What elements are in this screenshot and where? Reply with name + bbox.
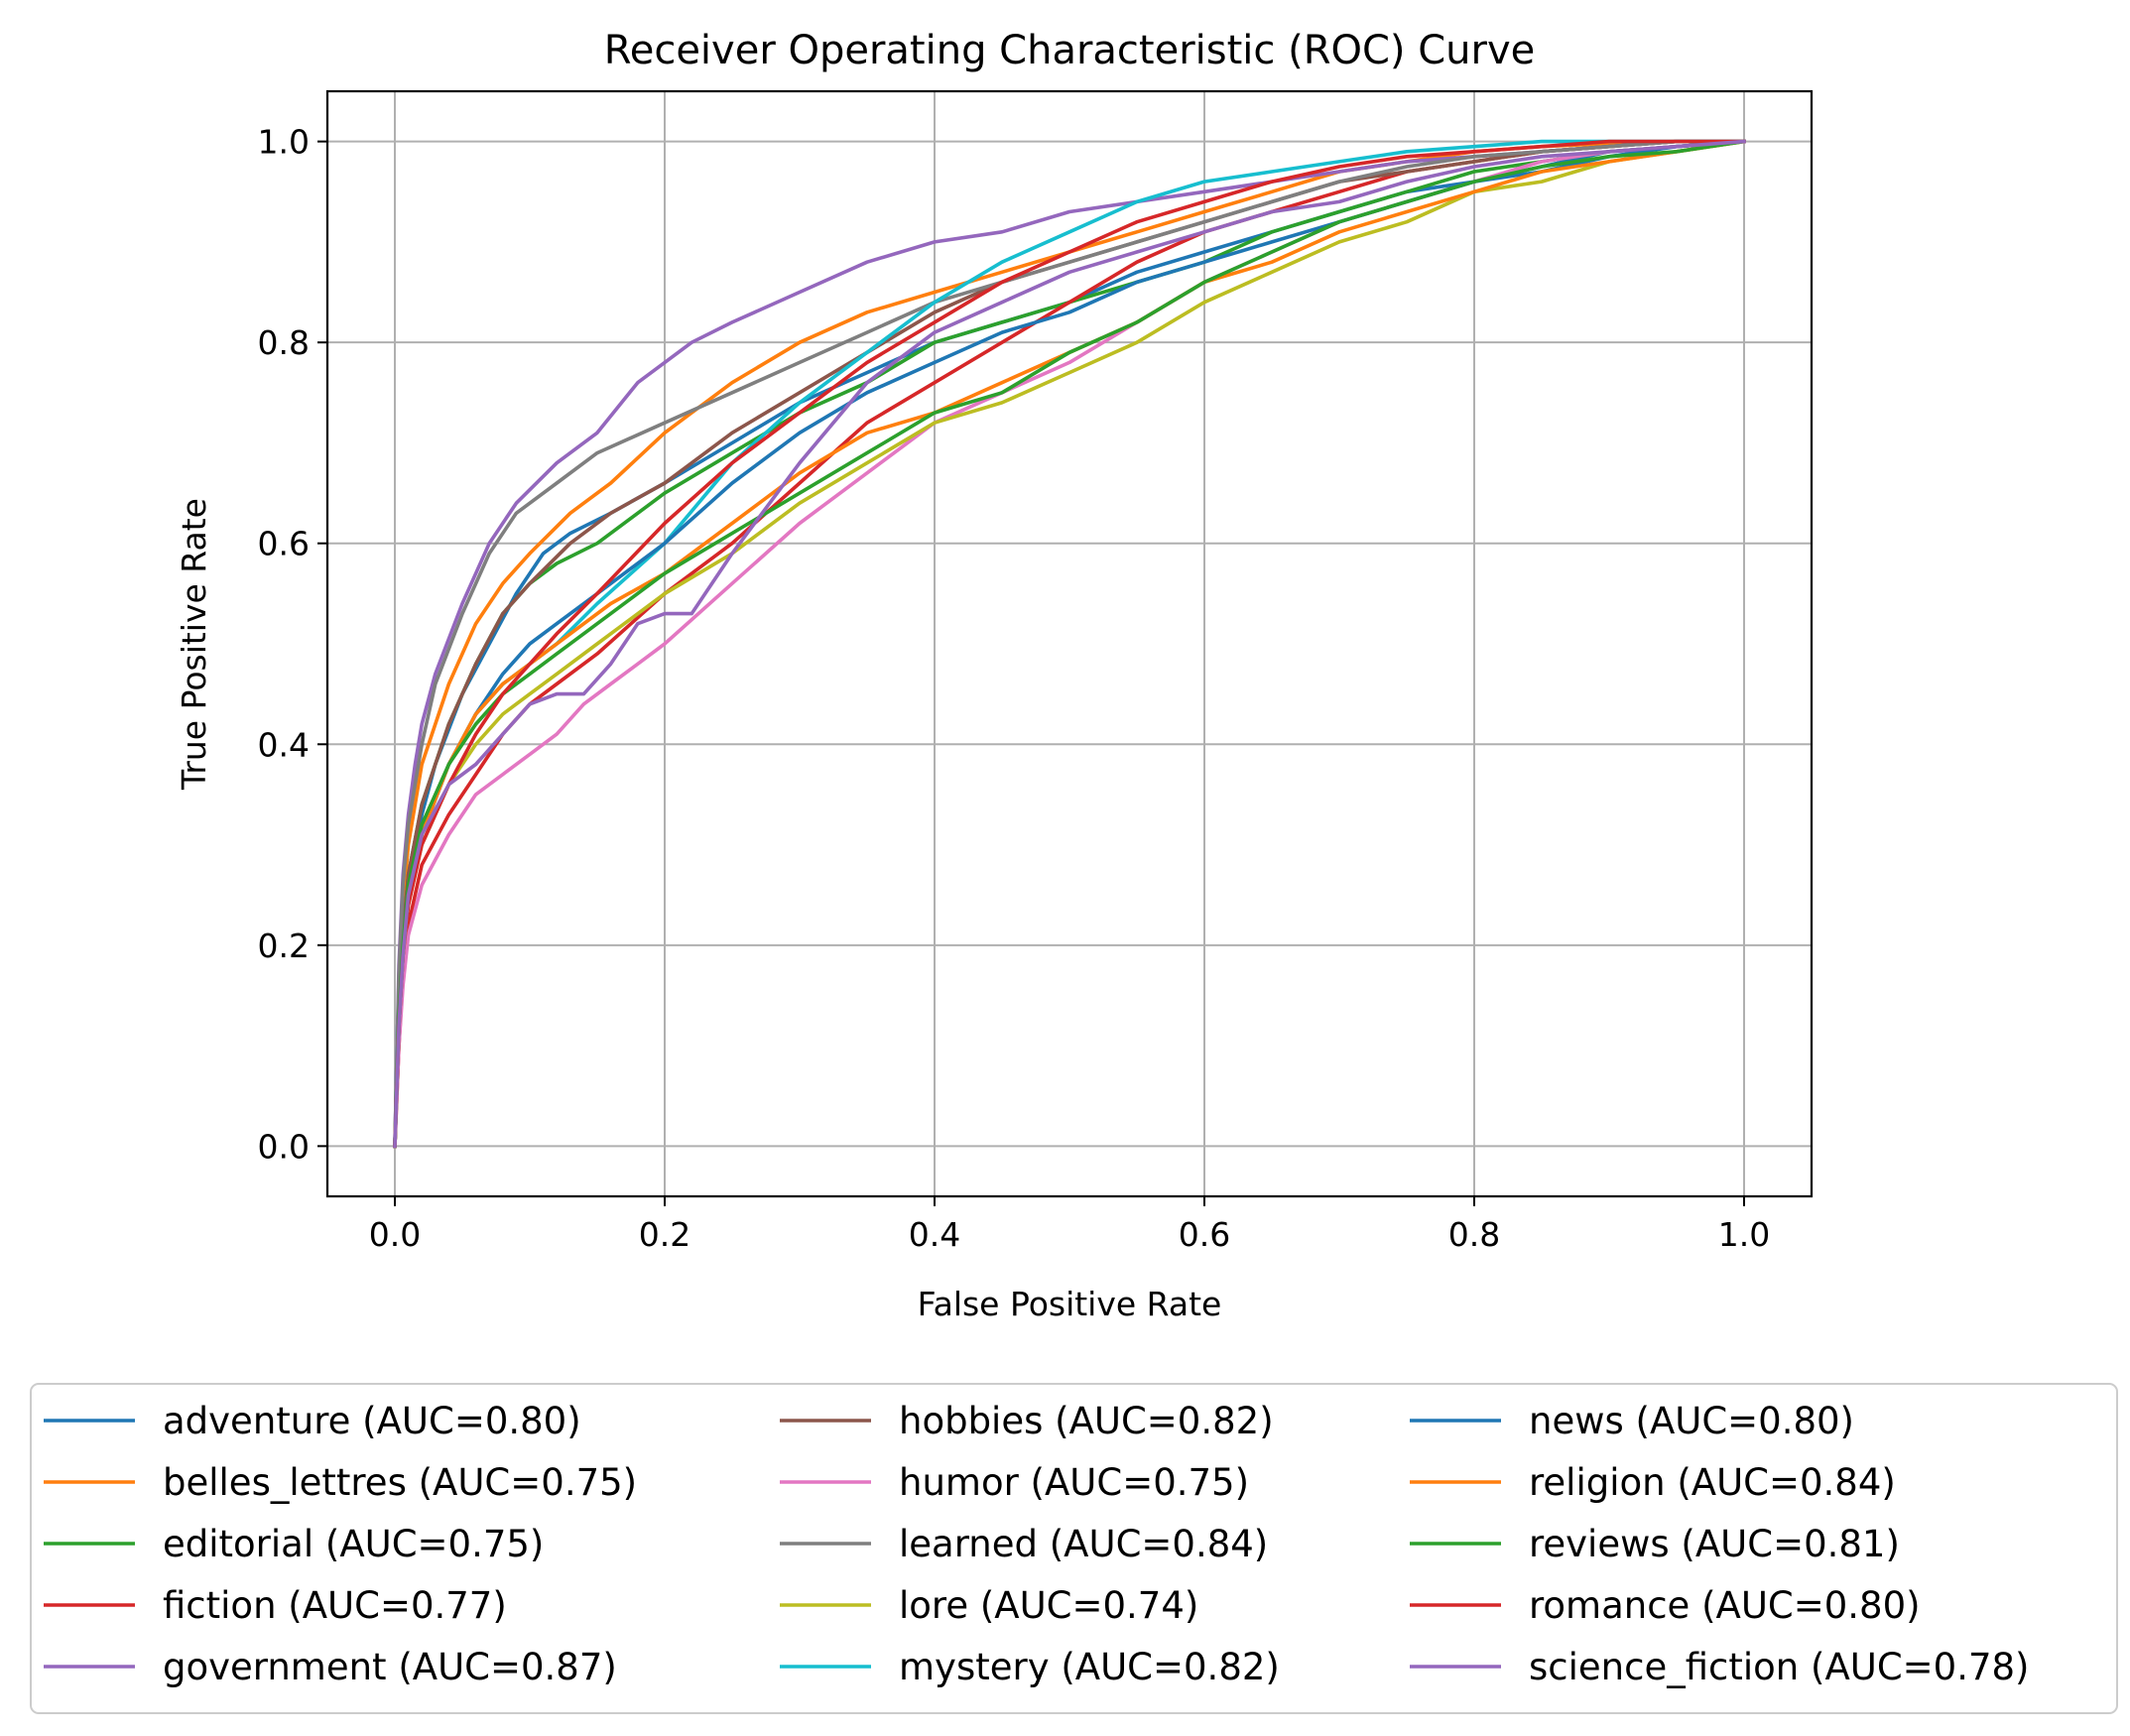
y-tick-label: 0.0 — [258, 1127, 310, 1166]
legend-entry: science_fiction (AUC=0.78) — [1529, 1646, 2030, 1688]
plot-frame — [325, 89, 1814, 1198]
y-tick-label: 1.0 — [258, 123, 310, 162]
y-axis-label: True Positive Rate — [175, 498, 213, 791]
x-tick-label: 0.0 — [369, 1215, 421, 1254]
axis-ticks: 0.0 0.2 0.4 0.6 0.8 1.0 0.0 0.2 0.4 0.6 0.8 1.0 — [258, 123, 1771, 1254]
x-tick-label: 1.0 — [1718, 1215, 1770, 1254]
series-line-11 — [393, 139, 1747, 1149]
legend-entry: humor (AUC=0.75) — [899, 1461, 1249, 1504]
y-tick-label: 0.6 — [258, 525, 310, 563]
series-line-5 — [393, 139, 1746, 1149]
y-tick-label: 0.2 — [258, 927, 310, 965]
legend-entry: mystery (AUC=0.82) — [899, 1646, 1280, 1688]
legend-box — [30, 1383, 2118, 1714]
chart-title: Receiver Operating Characteristic (ROC) … — [604, 28, 1536, 73]
series-line-7 — [393, 139, 1746, 1149]
series-line-13 — [393, 139, 1746, 1149]
legend-entry: fiction (AUC=0.77) — [163, 1584, 507, 1627]
series-line-4 — [393, 139, 1746, 1149]
legend-entry: adventure (AUC=0.80) — [163, 1400, 581, 1442]
legend-entry: editorial (AUC=0.75) — [163, 1523, 544, 1565]
legend-entry: reviews (AUC=0.81) — [1529, 1523, 1900, 1565]
legend-entry: learned (AUC=0.84) — [899, 1523, 1268, 1565]
x-tick-label: 0.2 — [639, 1215, 690, 1254]
legend-entry: lore (AUC=0.74) — [899, 1584, 1198, 1627]
y-tick-label: 0.8 — [258, 323, 310, 362]
legend-entry: government (AUC=0.87) — [163, 1646, 617, 1688]
legend-entry: hobbies (AUC=0.82) — [899, 1400, 1274, 1442]
legend-entry: news (AUC=0.80) — [1529, 1400, 1854, 1442]
legend: adventure (AUC=0.80) belles_lettres (AUC=… — [30, 1383, 2118, 1714]
legend-entry: romance (AUC=0.80) — [1529, 1584, 1921, 1627]
x-tick-label: 0.8 — [1448, 1215, 1500, 1254]
y-tick-label: 0.4 — [258, 725, 310, 764]
x-axis-label: False Positive Rate — [918, 1285, 1222, 1323]
legend-entry: belles_lettres (AUC=0.75) — [163, 1461, 637, 1504]
x-tick-label: 0.6 — [1179, 1215, 1230, 1254]
legend-entry: religion (AUC=0.84) — [1529, 1461, 1896, 1504]
plot-area — [393, 139, 1747, 1149]
x-tick-label: 0.4 — [909, 1215, 960, 1254]
series-line-12 — [393, 139, 1747, 1149]
series-line-1 — [393, 139, 1746, 1149]
series-line-14 — [393, 139, 1746, 1149]
